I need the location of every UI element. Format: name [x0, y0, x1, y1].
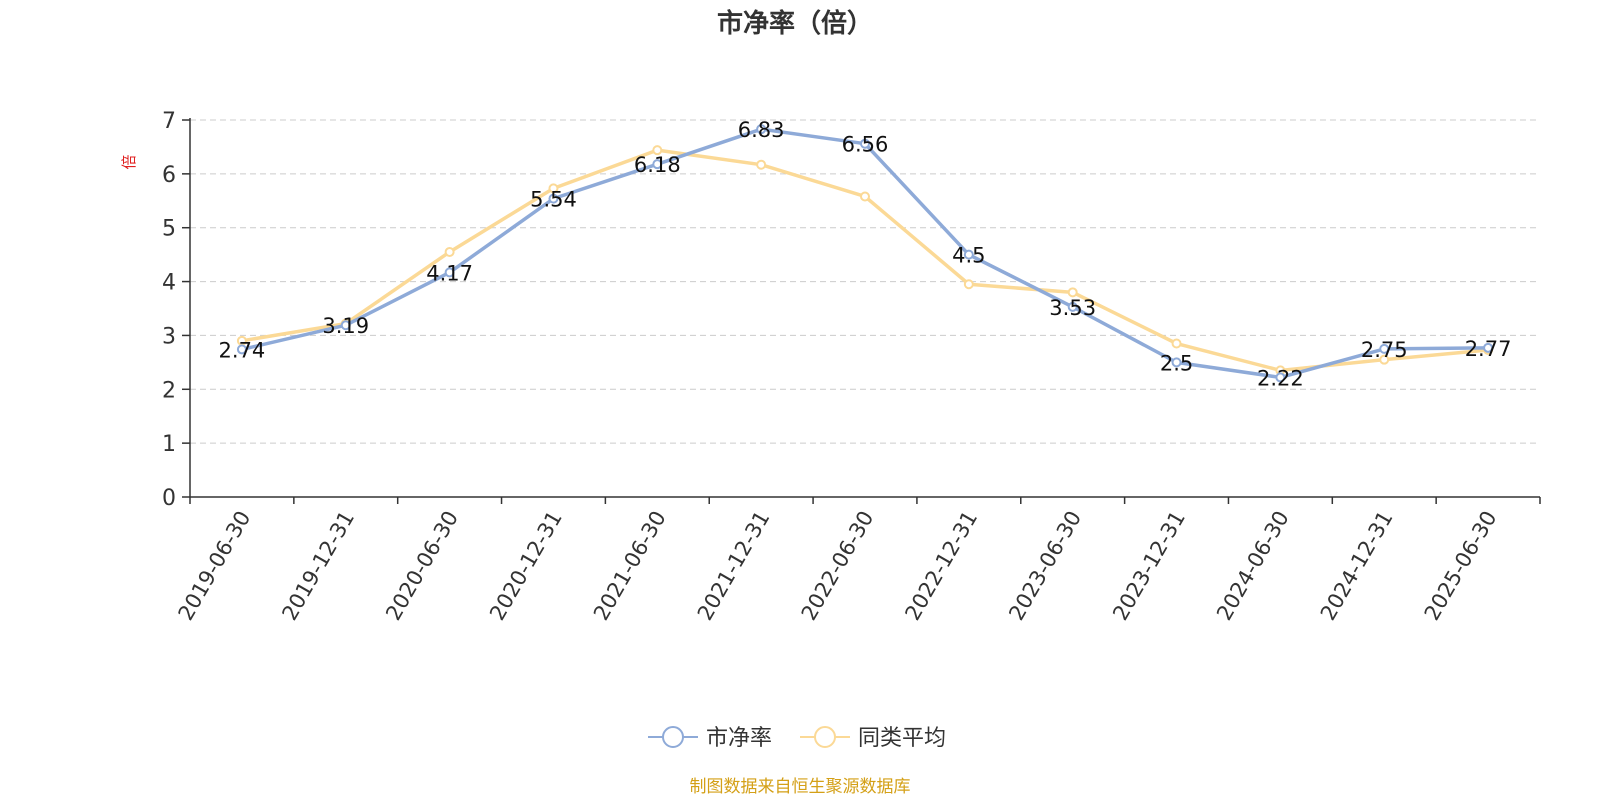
- x-tick-label: 2022-12-31: [900, 507, 982, 625]
- x-tick-label: 2025-06-30: [1420, 507, 1502, 625]
- data-point: [1379, 343, 1390, 354]
- source-note: 制图数据来自恒生聚源数据库: [690, 777, 911, 797]
- x-tick-label: 2021-12-31: [693, 507, 775, 625]
- data-point: [756, 124, 767, 135]
- legend-label: 同类平均: [858, 726, 946, 751]
- y-tick-label: 0: [162, 486, 176, 511]
- data-point: [1067, 287, 1078, 298]
- y-tick-label: 5: [162, 217, 176, 242]
- chart-title: 市净率（倍）: [717, 8, 873, 39]
- y-tick-label: 4: [162, 271, 176, 296]
- data-point: [963, 249, 974, 260]
- data-point: [652, 159, 663, 170]
- data-point: [1483, 342, 1494, 353]
- y-tick-label: 6: [162, 163, 176, 188]
- legend-marker: [662, 726, 684, 748]
- data-point: [1171, 357, 1182, 368]
- legend[interactable]: 市净率 同类平均: [648, 726, 946, 751]
- data-point: [548, 193, 559, 204]
- data-point: [652, 145, 663, 156]
- y-tick-labels: 0 1 2 3 4 5 6 7: [162, 109, 176, 511]
- y-tick-label: 3: [162, 324, 176, 349]
- data-point: [963, 279, 974, 290]
- data-label: 4.5: [952, 244, 985, 268]
- data-label: 4.17: [426, 261, 473, 285]
- data-point: [860, 138, 870, 149]
- data-label: 2.74: [219, 338, 266, 362]
- x-tick-label: 2023-06-30: [1004, 507, 1086, 625]
- x-tick-label: 2019-06-30: [174, 507, 256, 625]
- x-tick-label: 2024-12-31: [1316, 507, 1398, 625]
- data-label: 2.5: [1160, 351, 1193, 375]
- data-point: [236, 344, 247, 355]
- data-point: [444, 267, 455, 278]
- data-point: [756, 159, 767, 170]
- grid-lines: [190, 119, 1540, 444]
- y-tick-label: 2: [162, 378, 176, 403]
- data-label: 2.77: [1465, 337, 1512, 361]
- y-axis-label: 倍: [120, 154, 138, 169]
- x-tick-label: 2022-06-30: [797, 507, 879, 625]
- data-label: 6.83: [738, 118, 785, 142]
- legend-marker: [814, 726, 836, 748]
- axes: [182, 118, 1541, 504]
- data-point: [1067, 301, 1078, 312]
- data-label: 3.53: [1049, 296, 1096, 320]
- data-label: 2.22: [1257, 366, 1304, 390]
- series-line: [241, 127, 1489, 380]
- data-point: [444, 246, 455, 257]
- legend-item[interactable]: 市净率: [648, 726, 772, 751]
- data-labels: 2.74 3.19 4.17 5.54 6.18 6.83 6.56 4.5 3.53 2.5 2.…: [219, 118, 1512, 390]
- series-line: [241, 148, 1489, 373]
- data-point: [340, 320, 351, 331]
- x-tick-label: 2020-12-31: [485, 507, 567, 625]
- y-tick-label: 1: [162, 432, 176, 457]
- data-point: [1275, 372, 1286, 383]
- data-label: 3.19: [322, 314, 369, 338]
- data-label: 5.54: [530, 188, 577, 212]
- data-point: [1379, 354, 1390, 365]
- x-tick-label: 2020-06-30: [381, 507, 463, 625]
- data-point: [1171, 338, 1182, 349]
- data-point: [860, 191, 870, 202]
- series-group: [236, 124, 1494, 383]
- x-tick-labels: 2019-06-30 2019-12-31 2020-06-30 2020-12-31…: [174, 507, 1502, 625]
- data-label: 6.18: [634, 153, 681, 177]
- data-label: 6.56: [842, 133, 889, 157]
- x-tick-label: 2023-12-31: [1108, 507, 1190, 625]
- y-tick-label: 7: [162, 109, 176, 134]
- x-tick-label: 2021-06-30: [589, 507, 671, 625]
- x-tick-label: 2019-12-31: [277, 507, 359, 625]
- legend-label: 市净率: [706, 726, 772, 751]
- data-label: 2.75: [1361, 338, 1408, 362]
- x-tick-label: 2024-06-30: [1212, 507, 1294, 625]
- data-point: [548, 183, 559, 194]
- legend-item[interactable]: 同类平均: [800, 726, 946, 751]
